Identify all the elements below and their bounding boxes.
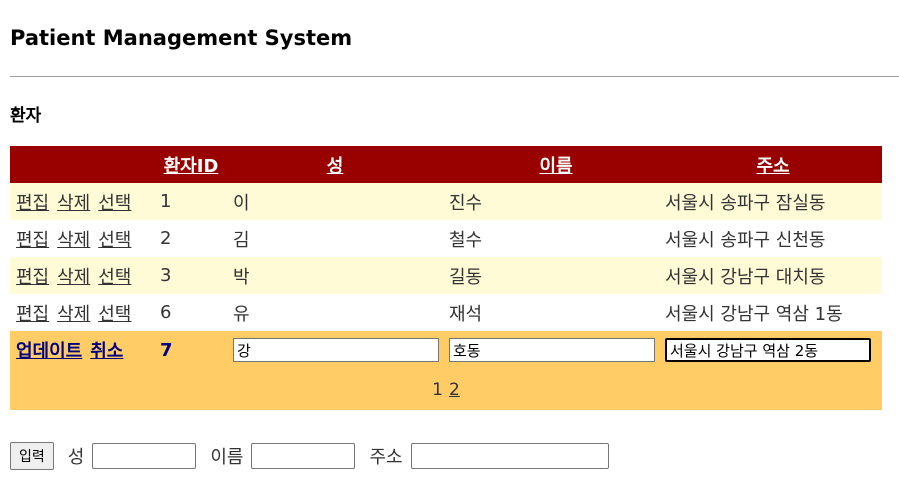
edit-link[interactable]: 편집 [16, 229, 50, 251]
update-link[interactable]: 업데이트 [16, 341, 83, 362]
last-name-cell: 김 [233, 229, 250, 251]
edit-row: 업데이트 취소 7 [10, 331, 882, 369]
select-link[interactable]: 선택 [98, 192, 132, 214]
grid-header-row: 환자ID 성 이름 주소 [10, 146, 882, 183]
address-cell: 서울시 강남구 역삼 1동 [665, 303, 843, 325]
last-name-cell: 유 [233, 303, 250, 325]
first-name-cell: 재석 [449, 303, 483, 325]
last-name-cell: 이 [233, 192, 250, 214]
address-cell: 서울시 송파구 잠실동 [665, 192, 826, 214]
pager-page-link[interactable]: 2 [449, 379, 460, 400]
insert-last-name-input[interactable] [92, 443, 197, 469]
first-name-label: 이름 [210, 447, 244, 468]
sort-first-name-link[interactable]: 이름 [539, 155, 573, 177]
patient-id-cell: 6 [160, 302, 172, 323]
edit-address-input[interactable] [665, 338, 871, 362]
select-link[interactable]: 선택 [98, 303, 132, 325]
select-link[interactable]: 선택 [98, 229, 132, 251]
insert-form: 입력 성 이름 주소 [10, 441, 609, 471]
page-title: Patient Management System [10, 26, 353, 50]
header-divider [10, 76, 899, 77]
address-cell: 서울시 송파구 신천동 [665, 229, 826, 251]
patient-id-cell: 2 [160, 228, 172, 249]
first-name-cell: 길동 [449, 266, 483, 288]
sort-patient-id-link[interactable]: 환자ID [163, 155, 219, 177]
delete-link[interactable]: 삭제 [57, 303, 91, 325]
insert-button[interactable]: 입력 [10, 442, 54, 470]
address-cell: 서울시 강남구 대치동 [665, 266, 826, 288]
edit-link[interactable]: 편집 [16, 266, 50, 288]
first-name-cell: 진수 [449, 192, 483, 214]
first-name-cell: 철수 [449, 229, 483, 251]
delete-link[interactable]: 삭제 [57, 192, 91, 214]
edit-last-name-input[interactable] [233, 338, 439, 362]
select-link[interactable]: 선택 [98, 266, 132, 288]
insert-address-input[interactable] [410, 443, 609, 469]
pager-current-page: 1 [432, 379, 443, 400]
cancel-link[interactable]: 취소 [90, 341, 124, 362]
delete-link[interactable]: 삭제 [57, 266, 91, 288]
address-label: 주소 [369, 447, 403, 468]
patient-id-cell: 7 [160, 339, 173, 361]
last-name-cell: 박 [233, 266, 250, 288]
patient-id-cell: 3 [160, 265, 172, 286]
table-row: 편집 삭제 선택 3 박 길동 서울시 강남구 대치동 [10, 257, 882, 294]
table-row: 편집 삭제 선택 2 김 철수 서울시 송파구 신천동 [10, 220, 882, 257]
patient-id-cell: 1 [160, 191, 172, 212]
last-name-label: 성 [67, 447, 85, 468]
insert-first-name-input[interactable] [251, 443, 356, 469]
section-title: 환자 [10, 106, 42, 126]
patient-grid: 환자ID 성 이름 주소 편집 삭제 선택 1 이 진수 서울시 송파구 잠실동… [10, 146, 882, 410]
table-row: 편집 삭제 선택 1 이 진수 서울시 송파구 잠실동 [10, 183, 882, 220]
pager-row: 1 2 [10, 369, 882, 410]
edit-link[interactable]: 편집 [16, 303, 50, 325]
edit-first-name-input[interactable] [449, 338, 655, 362]
table-row: 편집 삭제 선택 6 유 재석 서울시 강남구 역삼 1동 [10, 294, 882, 331]
sort-address-link[interactable]: 주소 [756, 155, 790, 177]
delete-link[interactable]: 삭제 [57, 229, 91, 251]
edit-link[interactable]: 편집 [16, 192, 50, 214]
sort-last-name-link[interactable]: 성 [326, 155, 344, 177]
